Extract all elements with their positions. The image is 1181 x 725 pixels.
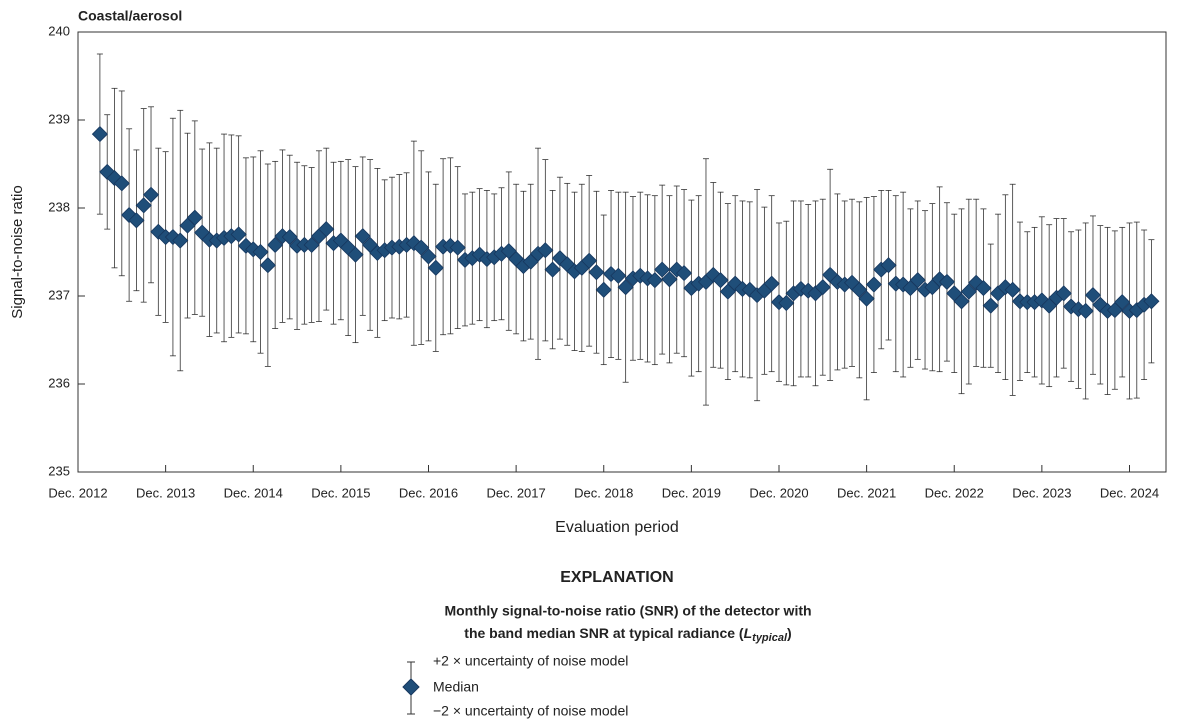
median-marker (960, 283, 977, 300)
median-marker (551, 250, 568, 267)
median-marker (347, 246, 364, 263)
median-marker (953, 293, 970, 310)
caption-text: ) (787, 625, 792, 641)
x-tick-label: Dec. 2022 (925, 485, 984, 500)
y-tick-label: 238 (48, 199, 70, 214)
median-marker (895, 276, 912, 293)
x-tick-label: Dec. 2013 (136, 485, 195, 500)
x-tick-label: Dec. 2024 (1100, 485, 1159, 500)
median-marker (427, 259, 444, 276)
median-marker (252, 243, 269, 261)
median-marker (865, 276, 882, 293)
plot-frame (77, 31, 1167, 473)
median-marker (778, 294, 795, 312)
median-marker (449, 239, 466, 256)
median-marker (975, 280, 992, 297)
median-marker (1143, 293, 1160, 310)
explanation-caption: the band median SNR at typical radiance … (464, 625, 791, 644)
median-marker (537, 242, 554, 259)
median-marker (259, 257, 276, 274)
median-marker (1055, 285, 1072, 302)
x-tick-label: Dec. 2019 (662, 485, 721, 500)
median-marker (617, 279, 634, 296)
median-marker (909, 272, 926, 289)
x-tick-label: Dec. 2023 (1012, 485, 1071, 500)
median-marker (982, 297, 999, 314)
y-tick-label: 236 (48, 375, 70, 390)
x-axis-label: Evaluation period (555, 519, 679, 536)
median-marker (1084, 287, 1102, 304)
x-tick-label: Dec. 2012 (48, 485, 107, 500)
median-marker (172, 232, 189, 249)
median-marker (128, 212, 145, 229)
x-tick-label: Dec. 2021 (837, 485, 896, 500)
median-marker (230, 226, 247, 243)
chart-title: Coastal/aerosol (78, 8, 182, 24)
median-marker (588, 264, 605, 281)
median-marker (858, 290, 875, 307)
median-marker (1004, 281, 1021, 298)
median-marker (610, 267, 627, 284)
median-marker (646, 272, 663, 289)
median-marker (186, 209, 203, 226)
legend-label: Median (433, 679, 479, 695)
median-marker (354, 228, 371, 245)
median-marker (420, 248, 437, 265)
median-marker (113, 175, 130, 192)
y-tick-label: 235 (48, 463, 70, 478)
median-marker (661, 271, 678, 288)
median-marker (405, 235, 422, 252)
median-marker (471, 246, 488, 263)
legend-label: −2 × uncertainty of noise model (433, 703, 628, 719)
median-marker (814, 279, 831, 296)
median-marker (318, 221, 335, 238)
explanation-title: EXPLANATION (560, 569, 673, 586)
explanation-caption: Monthly signal-to-noise ratio (SNR) of t… (444, 603, 811, 619)
median-marker (267, 236, 284, 254)
median-marker (91, 126, 108, 143)
median-marker (654, 261, 671, 278)
median-marker (303, 236, 320, 254)
x-tick-label: Dec. 2017 (486, 485, 545, 500)
caption-symbol: L (744, 625, 753, 641)
median-marker (595, 281, 612, 298)
median-marker (1114, 294, 1131, 311)
median-marker (544, 261, 561, 278)
x-tick-label: Dec. 2015 (311, 485, 370, 500)
x-tick-label: Dec. 2018 (574, 485, 633, 500)
y-tick-label: 239 (48, 111, 70, 126)
median-marker (281, 228, 298, 246)
median-marker (581, 252, 598, 269)
x-tick-label: Dec. 2020 (749, 485, 808, 500)
x-tick-label: Dec. 2016 (399, 485, 458, 500)
median-marker (1077, 302, 1094, 320)
median-marker (851, 281, 868, 298)
median-marker (938, 273, 956, 290)
legend: +2 × uncertainty of noise model Median −… (402, 653, 628, 719)
median-marker (968, 274, 985, 291)
median-marker (763, 275, 780, 292)
median-marker (142, 186, 160, 203)
median-marker (712, 272, 729, 289)
caption-subscript: typical (752, 632, 788, 644)
y-tick-label: 237 (48, 287, 70, 302)
x-tick-label: Dec. 2014 (224, 485, 283, 500)
median-marker (676, 265, 693, 282)
legend-label: +2 × uncertainty of noise model (433, 653, 628, 669)
median-marker (413, 239, 430, 256)
median-marker (1033, 292, 1050, 309)
y-tick-label: 240 (48, 23, 70, 38)
legend-marker (402, 678, 420, 696)
median-marker (880, 257, 897, 274)
y-axis-label: Signal-to-noise ratio (9, 185, 26, 318)
median-marker (135, 197, 152, 214)
caption-text: the band median SNR at typical radiance … (464, 625, 744, 641)
